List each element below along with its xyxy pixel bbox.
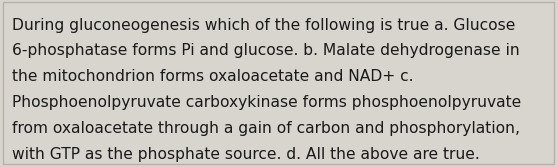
- Text: 6-phosphatase forms Pi and glucose. b. Malate dehydrogenase in: 6-phosphatase forms Pi and glucose. b. M…: [12, 43, 520, 58]
- Text: the mitochondrion forms oxaloacetate and NAD+ c.: the mitochondrion forms oxaloacetate and…: [12, 69, 414, 84]
- Text: During gluconeogenesis which of the following is true a. Glucose: During gluconeogenesis which of the foll…: [12, 18, 516, 33]
- Text: from oxaloacetate through a gain of carbon and phosphorylation,: from oxaloacetate through a gain of carb…: [12, 121, 520, 136]
- FancyBboxPatch shape: [3, 2, 554, 164]
- Text: Phosphoenolpyruvate carboxykinase forms phosphoenolpyruvate: Phosphoenolpyruvate carboxykinase forms …: [12, 95, 522, 110]
- Text: with GTP as the phosphate source. d. All the above are true.: with GTP as the phosphate source. d. All…: [12, 147, 480, 162]
